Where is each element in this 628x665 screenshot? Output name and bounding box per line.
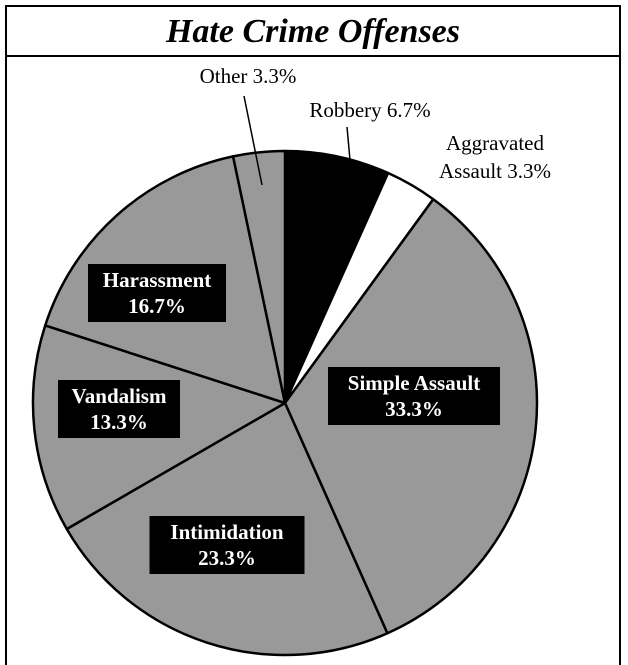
data-label-simple-assault: Simple Assault 33.3% — [348, 371, 480, 421]
chart-title: Hate Crime Offenses — [7, 7, 619, 57]
leader-line-other — [243, 95, 263, 186]
label-box-intimidation — [149, 516, 305, 574]
pie-slice-robbery — [283, 149, 390, 405]
data-label-robbery: Robbery 6.7% — [309, 98, 430, 122]
label-box-vandalism — [58, 380, 180, 438]
leader-line-robbery — [346, 126, 351, 161]
pie-slice-other — [231, 149, 287, 405]
data-label-aggravated-assault: Aggravated Assault 3.3% — [439, 131, 551, 183]
label-box-simple-assault — [328, 367, 500, 425]
data-label-intimidation: Intimidation 23.3% — [170, 520, 284, 570]
data-label-harassment: Harassment 16.7% — [103, 268, 212, 318]
label-box-harassment — [88, 264, 226, 322]
data-label-other: Other 3.3% — [200, 64, 297, 88]
data-label-vandalism: Vandalism 13.3% — [72, 384, 167, 434]
